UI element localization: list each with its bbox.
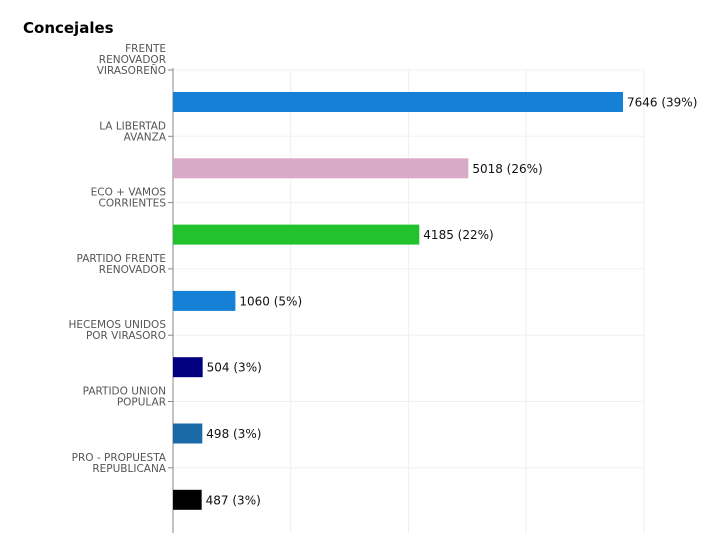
- data-label: 5018 (26%): [472, 162, 542, 176]
- bar[interactable]: [173, 92, 623, 112]
- data-label: 498 (3%): [206, 427, 261, 441]
- data-label: 1060 (5%): [239, 294, 302, 308]
- category-label-line: REPUBLICANA: [92, 463, 166, 475]
- category-label: PRO - PROPUESTA REPUBLICANA: [72, 452, 167, 475]
- bar[interactable]: [173, 489, 202, 510]
- category-label: PARTIDO UNION POPULAR: [83, 386, 166, 409]
- data-label: 4185 (22%): [423, 228, 493, 242]
- bar[interactable]: [173, 290, 236, 311]
- category-label: ECO + VAMOS CORRIENTES: [91, 187, 167, 210]
- category-label-line: POPULAR: [117, 397, 166, 409]
- bar[interactable]: [173, 423, 203, 444]
- category-label-line: RENOVADOR: [99, 264, 166, 276]
- data-label: 504 (3%): [207, 361, 262, 375]
- category-label: LA LIBERTAD AVANZA: [99, 120, 167, 143]
- category-label-line: FRENTE: [125, 43, 166, 55]
- data-label: 487 (3%): [206, 493, 261, 507]
- chart-title: Concejales: [23, 19, 114, 37]
- category-label-line: ECO + VAMOS: [91, 187, 167, 199]
- chart-grid: [173, 69, 645, 533]
- category-label-line: POR VIRASORO: [86, 330, 166, 342]
- category-label-line: PRO - PROPUESTA: [72, 452, 167, 464]
- category-label: HECEMOS UNIDOS POR VIRASORO: [69, 319, 167, 342]
- category-label-line: HECEMOS UNIDOS: [69, 319, 167, 331]
- chart-bars: [173, 92, 623, 510]
- category-label-line: PARTIDO FRENTE: [77, 253, 166, 265]
- category-label: PARTIDO FRENTE RENOVADOR: [77, 253, 166, 276]
- category-label-line: PARTIDO UNION: [83, 386, 166, 398]
- bar[interactable]: [173, 224, 420, 245]
- category-label-line: LA LIBERTAD: [99, 120, 166, 132]
- chart-axis: [168, 68, 174, 533]
- category-label-line: RENOVADOR: [99, 54, 166, 66]
- category-label-line: AVANZA: [124, 131, 167, 143]
- bar[interactable]: [173, 158, 469, 179]
- bar[interactable]: [173, 357, 203, 378]
- data-label: 7646 (39%): [627, 96, 697, 110]
- category-label-line: CORRIENTES: [99, 198, 167, 210]
- category-label-line: VIRASOREÑO: [97, 64, 166, 77]
- category-label: FRENTE RENOVADOR VIRASOREÑO: [97, 43, 166, 77]
